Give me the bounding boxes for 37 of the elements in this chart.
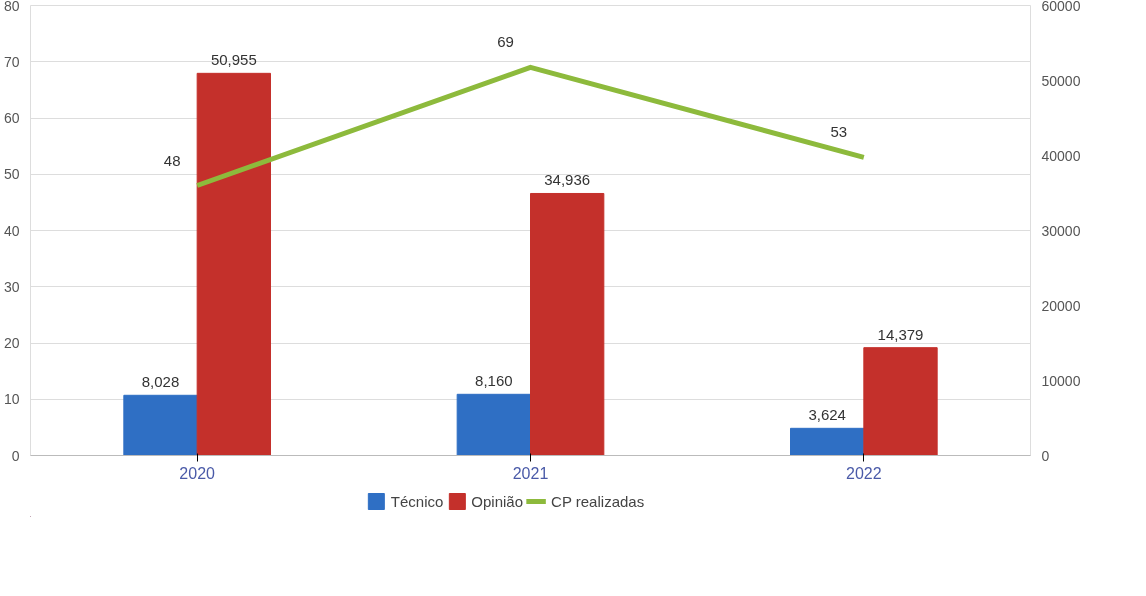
- y-tick-label: 20: [3, 335, 20, 351]
- data-label: 69: [497, 33, 514, 51]
- y2-tick-label: 30000: [1041, 222, 1081, 239]
- bar: [196, 72, 271, 456]
- bar: [456, 393, 531, 456]
- bar: [863, 347, 938, 456]
- y-tick-label: 40: [3, 222, 20, 239]
- legend-label: CP realizadas: [551, 492, 645, 510]
- y-tick-label: 80: [3, 0, 20, 14]
- data-label: 3,624: [808, 406, 846, 424]
- data-label: 50,955: [210, 51, 257, 69]
- y-tick-label: 50: [3, 166, 20, 183]
- y-tick-label: 30: [3, 278, 20, 295]
- y-tick-label: 10: [3, 391, 20, 408]
- y-tick-label: 0: [11, 447, 20, 464]
- bar: [530, 192, 605, 456]
- y2-tick-label: 10000: [1041, 372, 1081, 389]
- y-tick-label: 60: [3, 110, 20, 126]
- data-label: 34,936: [544, 171, 591, 189]
- data-label: 53: [830, 123, 848, 141]
- y-tick-label: 70: [3, 53, 20, 70]
- y2-tick-label: 20000: [1041, 297, 1081, 314]
- data-label: 8,028: [141, 373, 180, 391]
- y2-tick-label: 60000: [1041, 0, 1081, 14]
- bar: [790, 427, 865, 456]
- legend-label: Técnico: [390, 492, 444, 510]
- x-tick-label: 2022: [846, 464, 882, 482]
- data-label: 8,160: [475, 372, 513, 390]
- data-label: 48: [163, 151, 181, 169]
- y2-tick-label: 0: [1041, 447, 1050, 464]
- legend-label: Opinião: [471, 492, 524, 510]
- x-tick-label: 2020: [179, 464, 216, 482]
- x-tick-label: 2021: [512, 464, 549, 482]
- data-label: 14,379: [877, 325, 924, 343]
- bar: [123, 394, 198, 456]
- y2-tick-label: 50000: [1041, 72, 1081, 89]
- y2-tick-label: 40000: [1041, 147, 1081, 164]
